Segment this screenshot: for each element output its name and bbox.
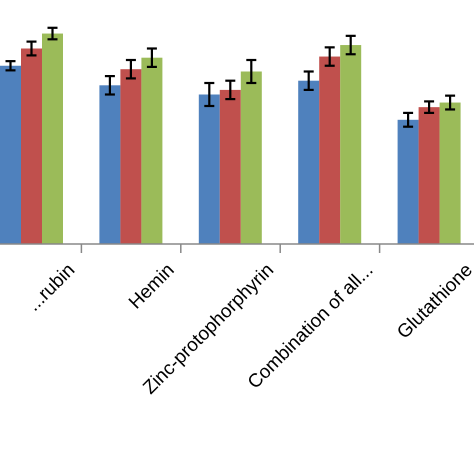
bar-0-series-0	[0, 65, 21, 244]
error-bar-0-series-0	[5, 60, 16, 72]
error-bar-0-series-2	[47, 26, 58, 41]
bar-4-series-2	[439, 102, 461, 244]
error-bar-3-series-1	[324, 46, 335, 67]
x-tick-label: ...rubin	[23, 260, 79, 316]
x-tick-label: Hemin	[125, 260, 179, 314]
bar-3-series-0	[298, 80, 320, 244]
error-bar-2-series-0	[204, 81, 215, 108]
bar-1-series-0	[99, 85, 121, 244]
error-bar-0-series-1	[26, 40, 37, 57]
bar-2-series-2	[240, 71, 262, 244]
error-bar-4-series-0	[403, 111, 414, 128]
bar-3-series-1	[319, 56, 341, 244]
x-tick-label: Glutathione	[393, 260, 474, 344]
x-axis	[0, 243, 474, 253]
bar-0-series-1	[21, 48, 42, 244]
error-bar-4-series-1	[424, 100, 435, 115]
bars-layer	[0, 33, 461, 245]
bar-3-series-2	[340, 45, 362, 244]
bar-1-series-2	[141, 57, 163, 245]
error-bar-2-series-1	[225, 79, 236, 101]
error-bar-1-series-0	[104, 74, 115, 96]
error-bar-4-series-2	[445, 94, 456, 111]
error-bar-2-series-2	[246, 58, 257, 85]
x-tick-labels: ...rubin HeminZinc-protophorphyrinCombina…	[23, 260, 474, 399]
error-bar-3-series-0	[303, 70, 314, 92]
error-bar-1-series-2	[146, 47, 157, 69]
error-bar-3-series-2	[345, 34, 356, 56]
bar-2-series-0	[198, 94, 220, 244]
bar-0-series-2	[42, 33, 63, 244]
bar-4-series-0	[397, 119, 419, 244]
bar-1-series-1	[120, 69, 142, 244]
error-bar-1-series-1	[125, 58, 136, 80]
error-bars-layer	[5, 26, 456, 128]
bar-2-series-1	[219, 89, 241, 245]
bar-4-series-1	[418, 107, 440, 245]
